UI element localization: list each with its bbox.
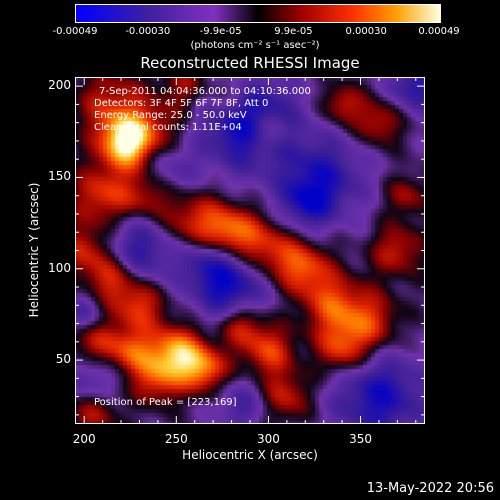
y-tick-label: 150 [48, 169, 71, 184]
clean-counts-annotation: Clean Total counts: 1.11E+04 [94, 122, 242, 133]
colorbar-tick-label: 9.9e-05 [274, 26, 313, 37]
y-tick-label: 50 [55, 352, 71, 367]
colorbar-tick-label: 0.00049 [418, 26, 460, 37]
y-tick-label: 200 [48, 78, 71, 93]
colorbar-tick-label: -9.9e-05 [199, 26, 242, 37]
colorbar [75, 4, 441, 23]
timestamp-footer: 13-May-2022 20:56 [366, 481, 494, 496]
heatmap-image [75, 77, 425, 424]
colorbar-tick-label: 0.00030 [345, 26, 387, 37]
detectors-annotation: Detectors: 3F 4F 5F 6F 7F 8F, Att 0 [94, 98, 269, 109]
peak-position-annotation: Position of Peak = [223,169] [94, 397, 237, 408]
colorbar-tick-label: -0.00030 [125, 26, 171, 37]
y-axis-label: Heliocentric Y (arcsec) [27, 182, 41, 318]
colorbar-units: (photons cm⁻² s⁻¹ asec⁻²) [190, 40, 320, 51]
colorbar-tick-label: -0.00049 [52, 26, 98, 37]
x-tick-label: 350 [349, 432, 372, 446]
y-tick-label: 100 [48, 260, 71, 275]
x-axis-label: Heliocentric X (arcsec) [182, 448, 318, 462]
x-tick-label: 250 [164, 432, 188, 446]
heatmap-plot [75, 77, 425, 424]
chart-title: Reconstructed RHESSI Image [140, 54, 360, 72]
x-tick-label: 200 [72, 432, 96, 446]
time-range-annotation: 7-Sep-2011 04:04:36.000 to 04:10:36.000 [99, 86, 311, 97]
x-tick-label: 300 [256, 432, 280, 446]
energy-range-annotation: Energy Range: 25.0 - 50.0 keV [94, 110, 247, 121]
